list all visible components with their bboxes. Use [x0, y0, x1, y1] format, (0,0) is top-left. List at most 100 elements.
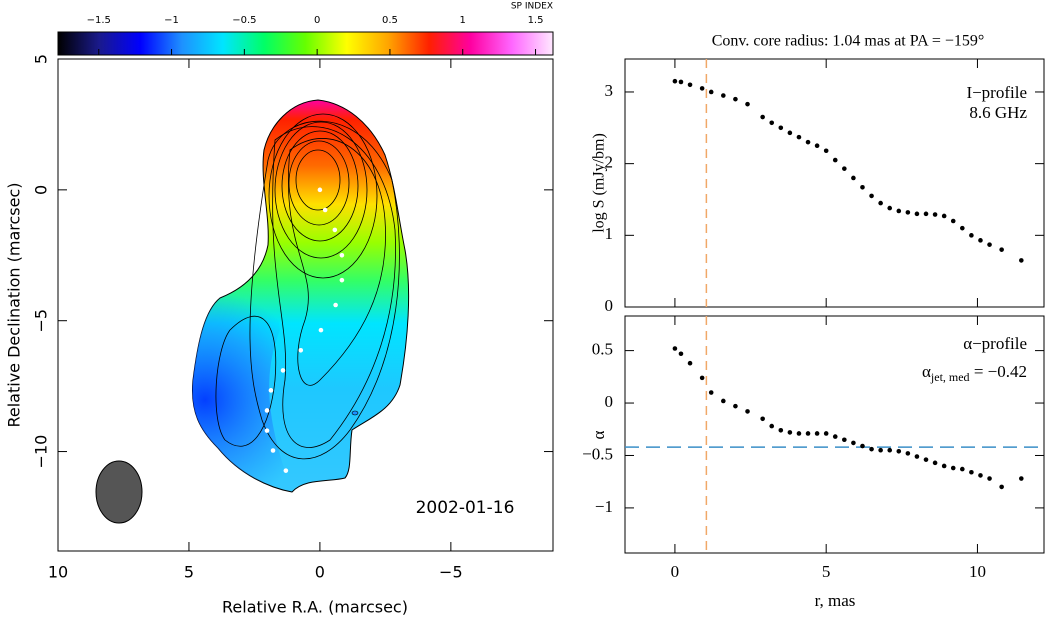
- colorbar-tick-label: 1.5: [528, 15, 544, 26]
- x-tick-label: 10: [969, 562, 986, 581]
- point: [842, 166, 847, 171]
- point: [745, 101, 750, 107]
- colorbar: [57, 31, 554, 56]
- ridge-point: [322, 207, 328, 213]
- x-tick-label: 5: [822, 562, 831, 581]
- point: [860, 185, 865, 190]
- beam: [95, 460, 143, 524]
- point: [999, 247, 1004, 252]
- y-tick-label: 0: [32, 185, 51, 195]
- point: [678, 79, 684, 85]
- epoch-label: 2002-01-16: [416, 498, 515, 518]
- point: [745, 409, 750, 414]
- point: [914, 211, 920, 217]
- point: [787, 130, 793, 136]
- ridge-point: [339, 252, 345, 258]
- point: [796, 134, 802, 140]
- x-tick-label: 0: [671, 562, 680, 581]
- point: [699, 86, 705, 91]
- ridge-point: [332, 227, 338, 233]
- point: [896, 448, 902, 454]
- colorbar-tick-label: 0: [314, 15, 320, 26]
- annotation: 8.6 GHz: [969, 103, 1027, 122]
- point: [721, 93, 726, 98]
- point: [969, 233, 974, 238]
- colorbar-label: SP INDEX: [511, 2, 553, 12]
- y-tick-label: −1: [595, 497, 613, 516]
- point: [987, 476, 992, 481]
- colorbar-tick-label: −1.5: [87, 15, 111, 26]
- x-axis-label: r, mas: [815, 591, 856, 610]
- point: [978, 238, 983, 243]
- point: [805, 431, 811, 436]
- y-tick-label: 0: [605, 392, 614, 411]
- point: [769, 423, 775, 429]
- colorbar-tick-label: −0.5: [232, 15, 256, 26]
- ridge-point: [264, 428, 270, 433]
- point: [672, 78, 678, 84]
- point: [814, 431, 820, 436]
- x-axis-label: Relative R.A. (marcsec): [222, 598, 408, 617]
- point: [708, 390, 714, 395]
- jet-image: [191, 99, 410, 493]
- point: [878, 200, 883, 206]
- x-tick-label: 5: [184, 563, 194, 582]
- point: [960, 466, 965, 472]
- point: [851, 440, 856, 446]
- median-subscript: jet, med: [930, 370, 970, 384]
- ridge-point: [318, 327, 324, 333]
- point: [999, 484, 1004, 490]
- point: [687, 360, 693, 366]
- annotation: α−profile: [963, 334, 1027, 353]
- point: [778, 125, 784, 131]
- y-tick-label: 1: [605, 224, 614, 243]
- point: [672, 346, 678, 351]
- point: [860, 443, 865, 449]
- point: [699, 375, 705, 381]
- point: [708, 89, 714, 95]
- point: [905, 451, 911, 456]
- point: [787, 430, 793, 435]
- point: [950, 465, 956, 471]
- ridge-point: [264, 408, 270, 413]
- y-tick-label: 2: [605, 153, 614, 172]
- point: [721, 398, 726, 404]
- point: [932, 460, 938, 466]
- point: [960, 225, 965, 231]
- y-axis-label: α: [589, 430, 608, 439]
- y-axis-label: Relative Declination (marcsec): [5, 182, 24, 427]
- y-tick-label: −5: [32, 309, 51, 333]
- y-axis-label: log S (mJy/bm): [591, 133, 608, 233]
- x-tick-label: 10: [48, 563, 68, 582]
- point: [1019, 258, 1024, 263]
- y-tick-label: 3: [605, 81, 614, 100]
- colorbar-tick-label: −1: [164, 15, 179, 26]
- y-tick-label: −10: [32, 435, 51, 469]
- ridge-point: [339, 277, 345, 283]
- colorbar-tick-label: 0.5: [382, 15, 398, 26]
- point: [950, 218, 956, 224]
- ridge-point: [283, 468, 289, 473]
- ridge-point: [268, 388, 274, 393]
- point: [832, 434, 838, 439]
- point: [760, 416, 765, 422]
- x-tick-label: 0: [315, 563, 325, 582]
- y-tick-label: 0: [605, 296, 614, 315]
- plot-frame: [624, 315, 1045, 554]
- point: [869, 446, 874, 452]
- ridge-point: [317, 187, 323, 193]
- point: [814, 143, 820, 149]
- ridge-point: [270, 448, 276, 453]
- ridge-point: [280, 368, 286, 373]
- point: [678, 351, 684, 357]
- point: [914, 454, 920, 459]
- annotation: I−profile: [966, 83, 1027, 102]
- point: [733, 96, 738, 102]
- point: [969, 469, 974, 475]
- x-tick-label: −5: [439, 563, 463, 582]
- point: [778, 428, 784, 433]
- point: [823, 148, 829, 154]
- point: [923, 211, 929, 217]
- point: [760, 114, 765, 120]
